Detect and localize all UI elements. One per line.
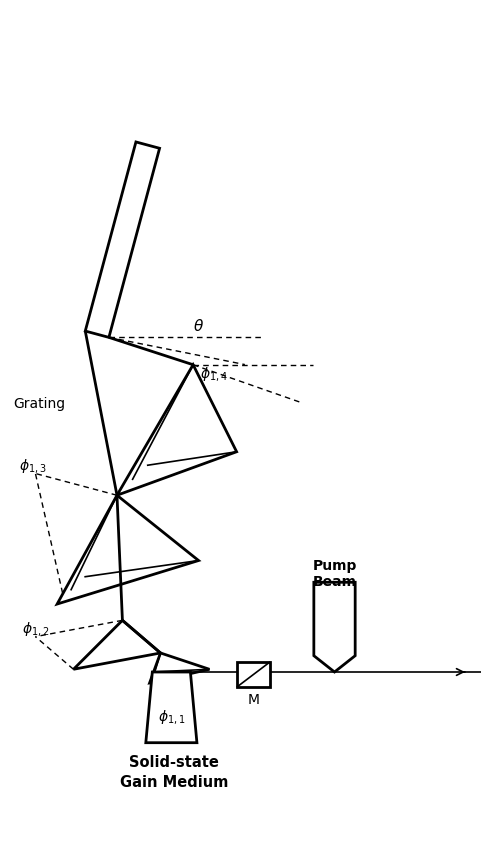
Polygon shape [237,662,270,687]
Polygon shape [149,653,209,683]
Text: $\phi_{1,3}$: $\phi_{1,3}$ [19,457,47,474]
Text: $\phi_{1,4}$: $\phi_{1,4}$ [199,364,228,382]
Text: Beam: Beam [312,574,356,589]
Text: M: M [248,692,259,706]
Text: Solid-state: Solid-state [129,754,219,770]
Text: $\phi_{1,2}$: $\phi_{1,2}$ [22,620,50,638]
Text: $\phi_{1,1}$: $\phi_{1,1}$ [158,707,185,725]
Text: Grating: Grating [14,396,66,411]
Polygon shape [85,143,159,338]
Polygon shape [117,365,237,496]
Polygon shape [73,621,160,670]
Text: Pump: Pump [312,558,357,573]
Text: $\theta$: $\theta$ [193,318,204,334]
Text: Gain Medium: Gain Medium [120,774,228,790]
Polygon shape [146,672,197,743]
Polygon shape [57,496,198,604]
Polygon shape [314,583,355,672]
